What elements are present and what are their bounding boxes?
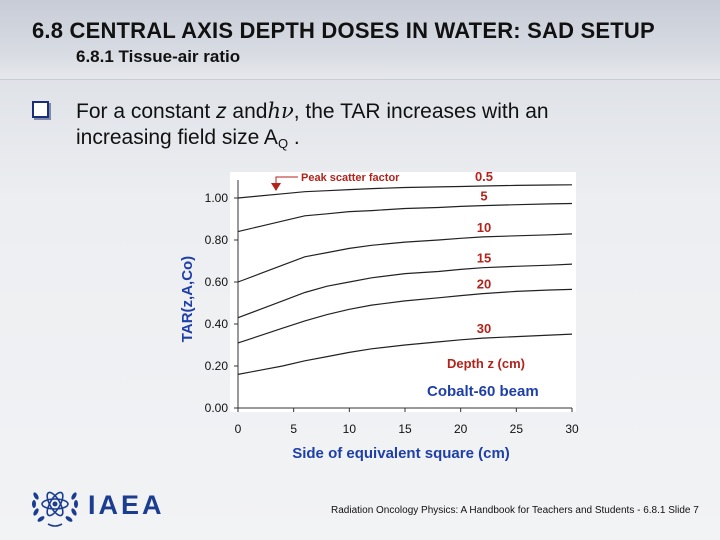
bullet-end: . <box>288 126 300 149</box>
y-tick-label: 0.40 <box>205 317 229 331</box>
beam-label: Cobalt-60 beam <box>427 383 539 400</box>
bullet-z: z <box>216 100 227 123</box>
x-tick-label: 15 <box>398 422 412 436</box>
bullet-part2: and <box>226 100 268 123</box>
bullet-part3: , the TAR increases with an <box>293 100 549 123</box>
series-line-depth-5 <box>237 202 573 233</box>
bullet-hv: hν <box>267 99 294 123</box>
x-tick-label: 25 <box>510 422 524 436</box>
series-line-depth-20 <box>237 288 573 344</box>
bullet-square-icon <box>32 101 49 118</box>
peak-scatter-arrow-icon <box>271 183 281 191</box>
x-tick-label: 20 <box>454 422 468 436</box>
series-line-depth-15 <box>237 263 573 319</box>
x-tick-label: 10 <box>343 422 357 436</box>
series-label-depth-0-5: 0.5 <box>475 169 493 184</box>
series-line-depth-30 <box>237 333 573 375</box>
series-label-depth-20: 20 <box>477 277 491 292</box>
y-tick-label: 0.20 <box>205 359 229 373</box>
peak-scatter-annotation: Peak scatter factor <box>301 172 400 184</box>
series-line-depth-0-5 <box>237 184 573 199</box>
series-label-depth-10: 10 <box>477 220 491 235</box>
y-tick-label: 0.60 <box>205 275 229 289</box>
x-tick-label: 30 <box>565 422 579 436</box>
bullet-subscript: Q <box>277 136 289 151</box>
header-band <box>0 0 720 80</box>
depth-legend-title: Depth z (cm) <box>447 356 525 371</box>
x-axis-label: Side of equivalent square (cm) <box>292 445 510 462</box>
slide-subtitle: 6.8.1 Tissue-air ratio <box>76 47 241 66</box>
iaea-logo-icon <box>32 491 78 527</box>
x-tick-label: 5 <box>290 422 297 436</box>
bullet-line2: increasing field size A <box>76 126 278 149</box>
plot-area: 0.00 0.20 0.40 0.60 0.80 1.00 0 5 10 15 20 25 30 Side… <box>179 169 579 462</box>
bullet-text: For a constant z andhν, the TAR increase… <box>76 98 696 157</box>
y-tick-label: 1.00 <box>205 191 229 205</box>
slide-footer: Radiation Oncology Physics: A Handbook f… <box>331 505 699 516</box>
x-tick-label: 0 <box>235 422 242 436</box>
y-axis-label: TAR(z,A,Co) <box>179 256 196 342</box>
bullet-part1: For a constant <box>76 100 217 123</box>
series-line-depth-10 <box>237 233 573 283</box>
iaea-logo-text: IAEA <box>88 490 165 520</box>
series-label-depth-30: 30 <box>477 321 491 336</box>
y-tick-label: 0.80 <box>205 233 229 247</box>
series-label-depth-5: 5 <box>480 189 487 204</box>
slide-title: 6.8 CENTRAL AXIS DEPTH DOSES IN WATER: S… <box>32 18 655 43</box>
plot-background <box>230 172 576 412</box>
y-tick-label: 0.00 <box>205 401 229 415</box>
series-label-depth-15: 15 <box>477 251 491 266</box>
